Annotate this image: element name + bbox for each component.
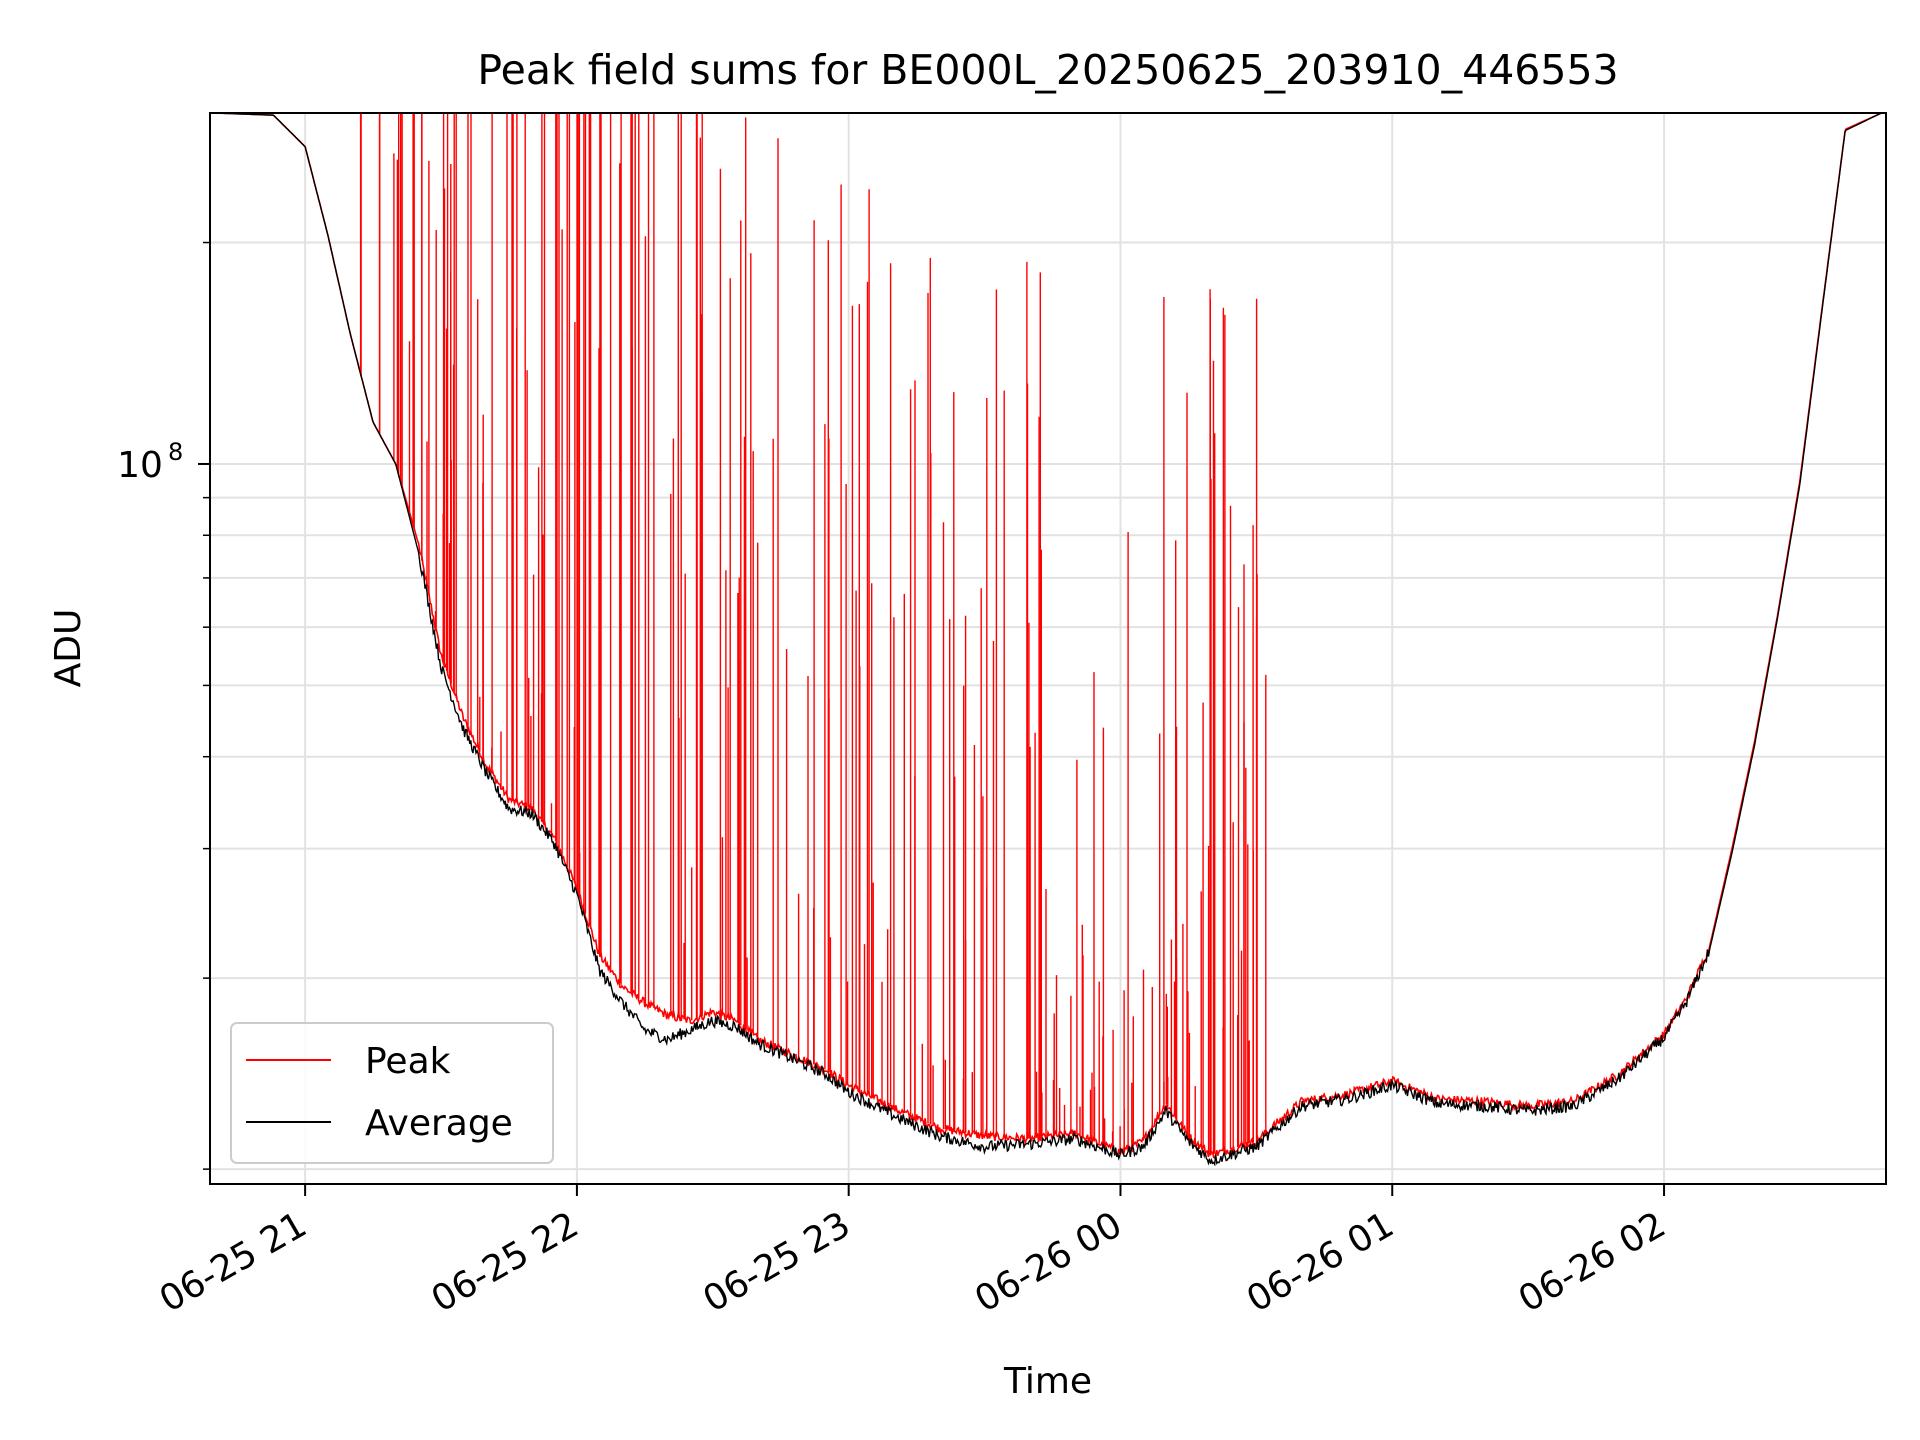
y-tick-label: 10: [117, 445, 163, 486]
legend-box: [230, 1022, 554, 1164]
series-lines: [214, 112, 1882, 1167]
legend-label-average: Average: [365, 1103, 513, 1144]
series-peak-line: [214, 112, 1882, 1159]
y-tick-label-exponent: 8: [168, 438, 183, 466]
peak-spikes: [359, 113, 1267, 1155]
legend-label-peak: Peak: [365, 1041, 451, 1082]
chart-title: Peak field sums for BE000L_20250625_2039…: [477, 46, 1618, 94]
series-average-line: [214, 112, 1882, 1167]
x-axis-label: Time: [1003, 1361, 1092, 1402]
y-axis-label: ADU: [48, 609, 89, 688]
grid: [210, 113, 1886, 1184]
y-axis: 10 8: [117, 241, 210, 1170]
legend: Peak Average: [230, 1022, 554, 1164]
plot-frame: [209, 112, 1887, 1185]
